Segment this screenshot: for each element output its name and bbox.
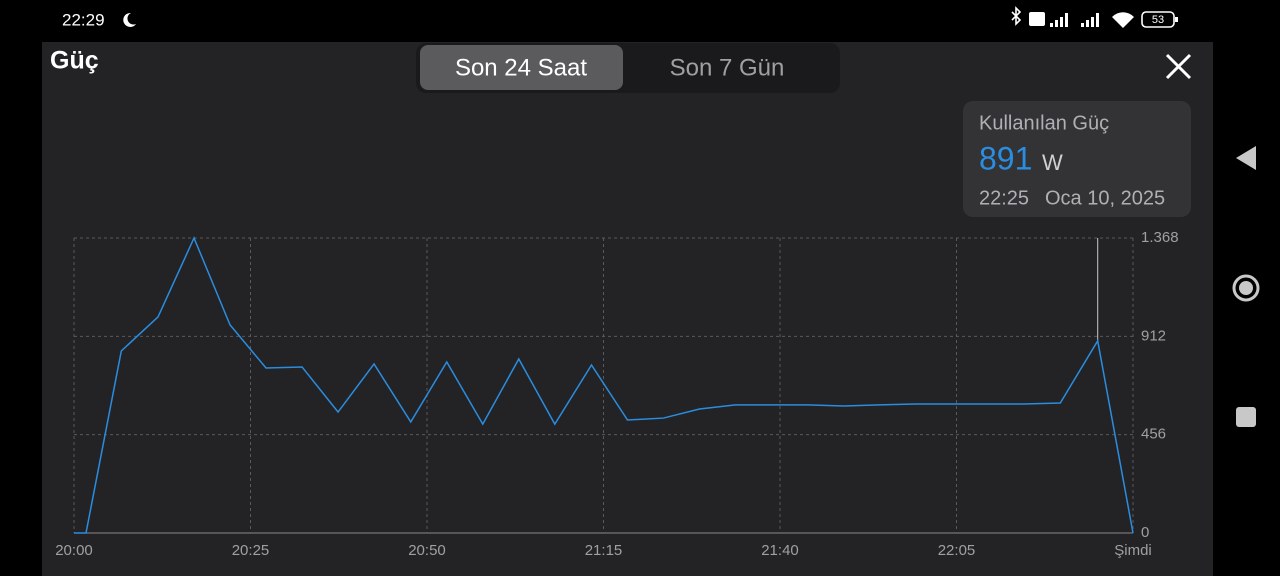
tooltip-time: 22:25 bbox=[979, 187, 1029, 209]
clock: 22:29 bbox=[62, 10, 105, 29]
x-tick-label: 21:15 bbox=[585, 542, 623, 559]
y-tick-label: 456 bbox=[1141, 426, 1166, 443]
y-tick-label: 0 bbox=[1141, 524, 1149, 541]
home-button-dot bbox=[1239, 281, 1253, 295]
battery-level: 53 bbox=[1152, 14, 1164, 26]
y-tick-label: 912 bbox=[1141, 327, 1166, 344]
x-tick-label: 20:25 bbox=[232, 542, 270, 559]
tab-active-bg bbox=[420, 45, 623, 90]
x-tick-label: Şimdi bbox=[1114, 542, 1152, 559]
x-tick-label: 20:00 bbox=[55, 542, 93, 559]
moon-icon bbox=[123, 12, 136, 27]
home-button[interactable] bbox=[1232, 274, 1260, 302]
tooltip-date: Oca 10, 2025 bbox=[1045, 187, 1165, 209]
data-line bbox=[74, 236, 1134, 534]
recents-button[interactable] bbox=[1236, 407, 1256, 427]
x-tick-label: 22:05 bbox=[938, 542, 976, 559]
tooltip-unit: W bbox=[1042, 150, 1063, 175]
chart: 0 456 912 1.368 20:00 20:25 20:50 21:15 21:40 22:… bbox=[55, 229, 1178, 559]
tooltip-value: 891 bbox=[979, 140, 1032, 176]
status-icons bbox=[1011, 6, 1178, 28]
tooltip-label: Kullanılan Güç bbox=[979, 112, 1109, 134]
tab[interactable]: Son 24 Saat bbox=[455, 54, 587, 81]
tooltip bbox=[963, 101, 1191, 217]
x-tick-label: 21:40 bbox=[761, 542, 799, 559]
close-button[interactable] bbox=[1165, 53, 1192, 80]
y-tick-label: 1.368 bbox=[1141, 229, 1179, 246]
back-button[interactable] bbox=[1236, 146, 1256, 170]
x-tick-label: 20:50 bbox=[408, 542, 446, 559]
panel-title: Güç bbox=[50, 47, 99, 75]
tab[interactable]: Son 7 Gün bbox=[670, 54, 785, 81]
